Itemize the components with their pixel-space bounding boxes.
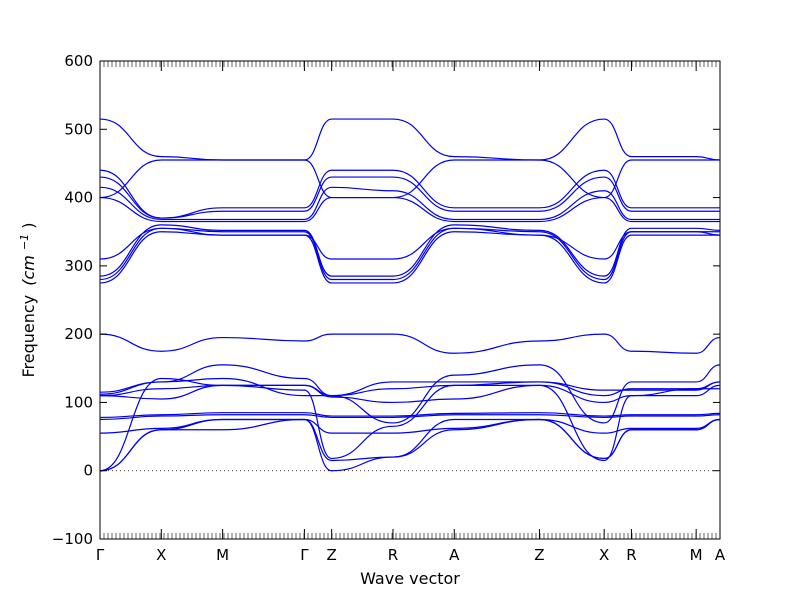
x-tick-label: Γ xyxy=(96,546,105,564)
band-line-17 xyxy=(99,186,720,221)
y-tick-label: 0 xyxy=(83,462,93,480)
x-tick-label: Γ xyxy=(300,546,309,564)
y-axis: −100 0 100 200 300 400 500 600 xyxy=(52,52,720,548)
band-line-2 xyxy=(99,418,721,472)
x-tick-label: M xyxy=(216,546,229,564)
band-line-11 xyxy=(99,333,721,354)
x-tick-label: X xyxy=(156,546,166,564)
y-tick-label: 300 xyxy=(64,257,93,275)
y-tick-label: 200 xyxy=(64,325,93,343)
band-line-9 xyxy=(99,377,721,397)
band-line-19 xyxy=(99,169,720,219)
band-line-14 xyxy=(99,224,721,277)
band-line-8 xyxy=(99,381,721,397)
y-tick-label: 500 xyxy=(64,120,93,138)
band-line-12 xyxy=(99,231,720,284)
x-tick-label: M xyxy=(690,546,703,564)
x-tick-label: R xyxy=(388,546,398,564)
band-line-16 xyxy=(99,196,720,223)
y-axis-title-text: Frequency xyxy=(19,295,38,378)
x-tick-label: Z xyxy=(534,546,544,564)
y-tick-label: 400 xyxy=(64,189,93,207)
series-lines xyxy=(99,118,721,472)
plot-frame xyxy=(99,60,721,540)
band-line-15 xyxy=(99,227,721,260)
x-tick-label: Z xyxy=(327,546,337,564)
band-line-10 xyxy=(99,364,721,424)
y-axis-title-exp: −1 xyxy=(18,234,31,250)
band-line-4 xyxy=(99,418,721,434)
x-axis-title: Wave vector xyxy=(360,569,460,588)
y-axis-title-unit: (cm xyxy=(19,255,38,286)
band-line-20 xyxy=(99,159,720,199)
x-tick-label: A xyxy=(715,546,726,564)
band-line-6 xyxy=(99,412,721,419)
y-tick-label: 100 xyxy=(64,393,93,411)
band-line-21 xyxy=(99,118,721,161)
band-line-5 xyxy=(99,414,721,421)
band-line-18 xyxy=(99,176,720,219)
y-axis-title-close: ) xyxy=(19,222,38,228)
y-tick-label: 600 xyxy=(64,52,93,70)
y-tick-label: −100 xyxy=(52,530,93,548)
plot-area xyxy=(99,60,721,540)
band-line-3 xyxy=(99,418,721,472)
band-line-13 xyxy=(99,227,720,281)
x-tick-label: A xyxy=(449,546,460,564)
x-tick-label: R xyxy=(626,546,636,564)
y-axis-title: Frequency (cm −1 ) xyxy=(13,222,38,377)
x-tick-label: X xyxy=(599,546,609,564)
